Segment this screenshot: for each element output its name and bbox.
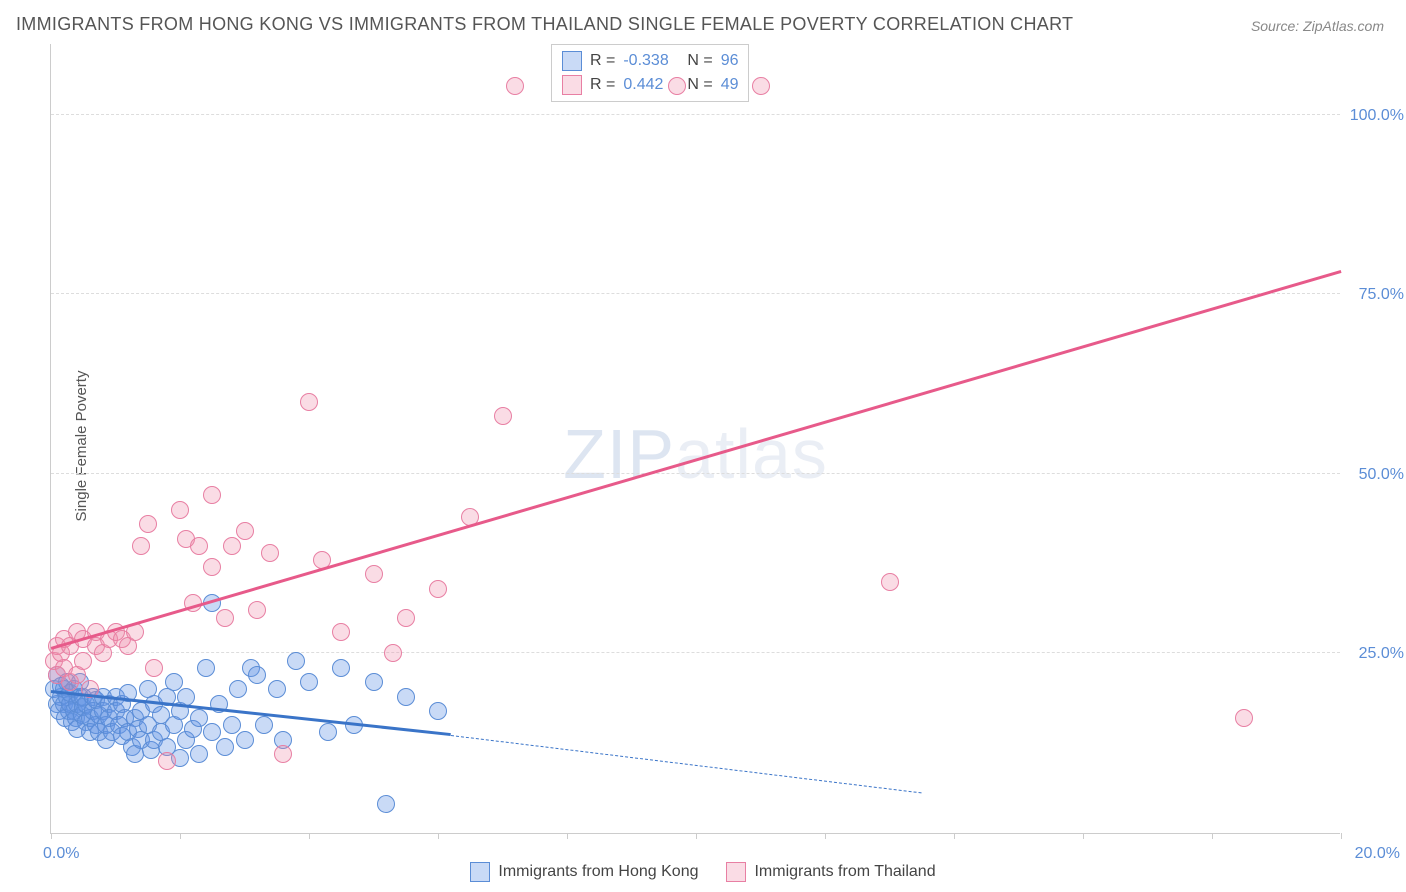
gridline [51, 114, 1340, 115]
data-point [216, 738, 234, 756]
source-attribution: Source: ZipAtlas.com [1251, 18, 1384, 34]
y-tick-label: 25.0% [1359, 645, 1404, 663]
data-point [139, 515, 157, 533]
data-point [223, 716, 241, 734]
legend-n-label: N = [687, 49, 712, 73]
y-tick-label: 100.0% [1350, 107, 1404, 125]
x-tick [567, 833, 568, 839]
data-point [223, 537, 241, 555]
trend-line [451, 735, 922, 793]
gridline [51, 652, 1340, 653]
chart-title: IMMIGRANTS FROM HONG KONG VS IMMIGRANTS … [16, 14, 1073, 35]
series-legend: Immigrants from Hong Kong Immigrants from… [0, 862, 1406, 882]
legend-r-value: -0.338 [623, 49, 679, 73]
data-point [165, 673, 183, 691]
x-tick-label-start: 0.0% [43, 845, 79, 863]
data-point [158, 752, 176, 770]
x-tick [309, 833, 310, 839]
data-point [668, 77, 686, 95]
data-point [132, 537, 150, 555]
data-point [384, 644, 402, 662]
x-tick [696, 833, 697, 839]
data-point [287, 652, 305, 670]
legend-swatch [726, 862, 746, 882]
data-point [494, 407, 512, 425]
data-point [190, 709, 208, 727]
data-point [365, 565, 383, 583]
legend-series-label: Immigrants from Hong Kong [498, 863, 698, 881]
data-point [261, 544, 279, 562]
x-tick [825, 833, 826, 839]
data-point [1235, 709, 1253, 727]
data-point [236, 731, 254, 749]
trend-line [51, 270, 1342, 649]
legend-r-label: R = [590, 49, 615, 73]
data-point [377, 795, 395, 813]
data-point [216, 609, 234, 627]
x-tick [1083, 833, 1084, 839]
data-point [332, 659, 350, 677]
data-point [177, 688, 195, 706]
data-point [197, 659, 215, 677]
data-point [881, 573, 899, 591]
legend-n-label: N = [687, 73, 712, 97]
data-point [319, 723, 337, 741]
x-tick [51, 833, 52, 839]
legend-swatch [470, 862, 490, 882]
data-point [506, 77, 524, 95]
gridline [51, 473, 1340, 474]
data-point [236, 522, 254, 540]
legend-r-label: R = [590, 73, 615, 97]
data-point [429, 702, 447, 720]
legend-series-label: Immigrants from Thailand [754, 863, 935, 881]
gridline [51, 293, 1340, 294]
data-point [752, 77, 770, 95]
y-tick-label: 50.0% [1359, 466, 1404, 484]
data-point [248, 666, 266, 684]
data-point [203, 558, 221, 576]
x-tick-label-end: 20.0% [1355, 845, 1400, 863]
data-point [397, 688, 415, 706]
data-point [74, 652, 92, 670]
data-point [268, 680, 286, 698]
x-tick [1212, 833, 1213, 839]
data-point [203, 486, 221, 504]
scatter-plot-area: ZIPatlas R =-0.338N =96R =0.442N =49 25.… [50, 44, 1340, 834]
data-point [365, 673, 383, 691]
data-point [203, 723, 221, 741]
data-point [190, 745, 208, 763]
legend-swatch [562, 51, 582, 71]
data-point [300, 673, 318, 691]
data-point [229, 680, 247, 698]
data-point [145, 659, 163, 677]
legend-n-value: 96 [721, 49, 739, 73]
data-point [429, 580, 447, 598]
correlation-legend: R =-0.338N =96R =0.442N =49 [551, 44, 749, 102]
x-tick [438, 833, 439, 839]
data-point [255, 716, 273, 734]
x-tick [1341, 833, 1342, 839]
legend-row: R = -0.338 N = 96 [562, 49, 738, 73]
legend-item: Immigrants from Hong Kong [470, 862, 698, 882]
x-tick [954, 833, 955, 839]
data-point [332, 623, 350, 641]
legend-row: R =0.442N =49 [562, 73, 738, 97]
data-point [171, 501, 189, 519]
legend-n-value: 49 [721, 73, 739, 97]
x-tick [180, 833, 181, 839]
watermark: ZIPatlas [563, 414, 828, 494]
data-point [300, 393, 318, 411]
data-point [190, 537, 208, 555]
legend-item: Immigrants from Thailand [726, 862, 935, 882]
data-point [397, 609, 415, 627]
data-point [274, 745, 292, 763]
y-tick-label: 75.0% [1359, 286, 1404, 304]
data-point [248, 601, 266, 619]
legend-swatch [562, 75, 582, 95]
